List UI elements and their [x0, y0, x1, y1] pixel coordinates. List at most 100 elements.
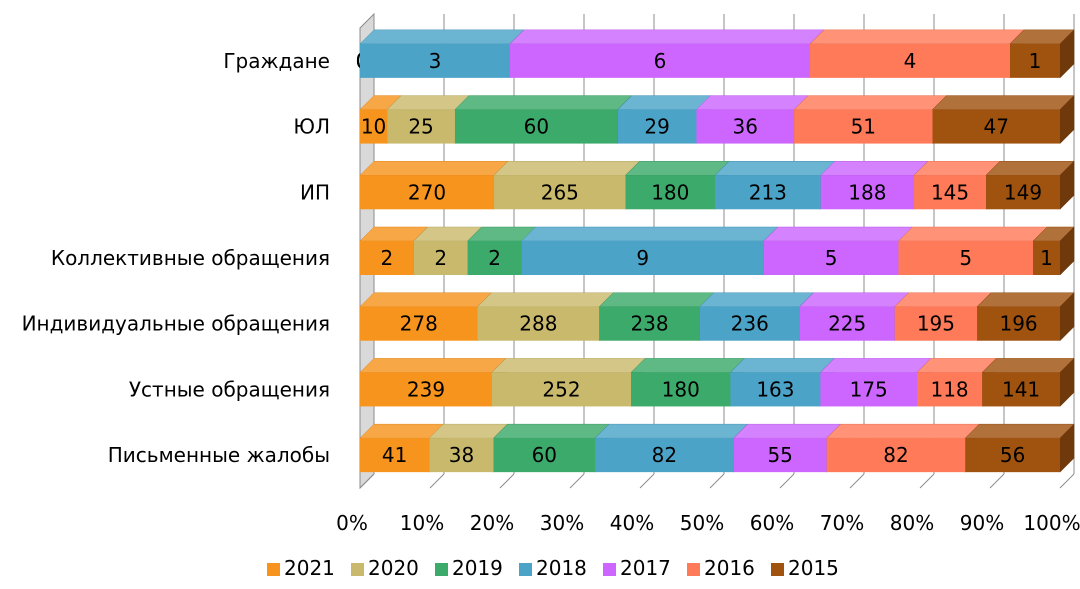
legend-label: 2021 — [284, 556, 335, 580]
bar-segment-2015-2: 149 — [985, 160, 1075, 210]
data-label: 288 — [519, 312, 557, 336]
data-label: 278 — [400, 312, 438, 336]
legend-swatch — [771, 563, 784, 576]
bar-front-face — [696, 109, 795, 144]
data-label: 180 — [662, 377, 700, 401]
gridline-depth-0 — [359, 473, 375, 489]
bar-top-face — [454, 95, 633, 110]
bar-row-0: 0003641 — [356, 29, 1075, 79]
bars: 0003641102560293651472702651802131881451… — [356, 29, 1075, 473]
legend-label: 2020 — [368, 556, 419, 580]
x-tick-label: 70% — [820, 511, 864, 535]
bar-segment-2021-4: 278 — [359, 292, 493, 342]
legend-swatch — [435, 563, 448, 576]
data-label: 180 — [651, 180, 689, 204]
data-label: 4 — [904, 49, 917, 73]
bar-row-3: 2 2 2 9 5 5 1 — [359, 226, 1075, 276]
data-label: 6 — [654, 49, 667, 73]
bar-top-face — [699, 292, 815, 307]
data-label: 41 — [382, 443, 407, 467]
x-tick-label: 10% — [400, 511, 444, 535]
bar-top-face — [509, 29, 825, 45]
data-label: 55 — [767, 443, 792, 467]
data-label: 188 — [848, 180, 886, 204]
bar-segment-2017-1: 36 — [695, 94, 809, 145]
gridline-depth-3 — [569, 473, 585, 489]
bar-front-face — [1010, 43, 1060, 78]
bar-segment-2017-2: 188 — [820, 160, 929, 210]
category-label: Письменные жалобы — [108, 443, 330, 467]
x-axis-ticks: 0% 10% 20% 30% 40% 50% 60% 70% 80% 90% 100% — [336, 511, 1080, 535]
bar-front-face — [360, 109, 388, 144]
data-label: 1 — [1040, 246, 1053, 270]
data-label: 60 — [524, 115, 549, 139]
category-label: Индивидуальные обращения — [22, 312, 330, 336]
legend-swatch — [603, 563, 616, 576]
legend-label: 2015 — [788, 556, 839, 580]
bar-front-face — [477, 306, 600, 341]
bar-top-face — [985, 161, 1075, 176]
bar-segment-2017-4: 225 — [799, 292, 910, 342]
bar-segment-2016-6: 82 — [826, 423, 980, 473]
bar-row-6: 41 38 60 82 55 82 56 — [359, 423, 1075, 473]
bar-front-face — [714, 175, 821, 210]
bar-segment-2019-4: 238 — [598, 292, 715, 342]
bar-front-face — [810, 43, 1010, 78]
bar-front-face — [491, 372, 632, 407]
bar-row-1: 10 25 60 29 36 51 47 — [359, 94, 1075, 145]
legend-swatch — [351, 563, 364, 576]
bar-top-face — [826, 423, 980, 439]
bar-front-face — [521, 241, 764, 275]
bar-front-face — [914, 175, 987, 210]
bar-front-face — [982, 372, 1060, 407]
bar-top-face — [491, 358, 646, 373]
gridline-depth-4 — [639, 473, 655, 489]
bar-top-face — [359, 292, 493, 307]
bar-front-face — [360, 175, 495, 210]
bar-top-face — [386, 95, 470, 110]
data-label: 51 — [851, 115, 876, 139]
bar-segment-2020-1: 25 — [386, 94, 470, 145]
gridline-depth-8 — [919, 473, 935, 489]
bar-top-face — [695, 95, 809, 110]
gridline-depth-10 — [1059, 473, 1075, 489]
bar-top-face — [819, 358, 932, 373]
bar-top-face — [976, 292, 1075, 307]
bar-segment-2016-0: 4 — [809, 29, 1025, 79]
data-label: 265 — [541, 180, 579, 204]
bar-front-face — [917, 372, 983, 407]
data-label: 270 — [408, 180, 446, 204]
bar-top-face — [359, 423, 444, 439]
data-label: 236 — [731, 312, 769, 336]
bar-front-face — [820, 372, 918, 407]
bar-segment-2018-6: 82 — [594, 423, 749, 473]
bar-top-face — [820, 161, 929, 176]
x-tick-label: 40% — [610, 511, 654, 535]
legend-label: 2018 — [536, 556, 587, 580]
bar-top-face — [931, 95, 1075, 110]
category-label: Граждане — [223, 49, 330, 73]
data-label: 82 — [883, 443, 908, 467]
bar-front-face — [730, 372, 821, 407]
bar-front-face — [794, 109, 933, 144]
gridline-depth-1 — [429, 473, 445, 489]
bar-top-face — [809, 29, 1025, 45]
bar-front-face — [733, 438, 827, 473]
bar-top-face — [763, 226, 914, 242]
bar-front-face — [763, 241, 899, 275]
legend-label: 2019 — [452, 556, 503, 580]
data-label: 5 — [959, 246, 972, 270]
legend-label: 2017 — [620, 556, 671, 580]
bar-top-face — [492, 423, 610, 439]
bar-front-face — [699, 306, 800, 341]
bar-segment-2020-5: 252 — [491, 357, 646, 408]
bar-segment-2016-3: 5 — [897, 226, 1048, 276]
data-label: 10 — [361, 115, 386, 139]
legend: 2021 2020 2019 2018 2017 2016 2015 — [267, 556, 839, 580]
data-label: 149 — [1004, 180, 1042, 204]
data-label: 2 — [488, 246, 501, 270]
bar-front-face — [898, 241, 1034, 275]
bar-top-face — [733, 423, 842, 439]
category-label: Коллективные обращения — [51, 246, 330, 270]
